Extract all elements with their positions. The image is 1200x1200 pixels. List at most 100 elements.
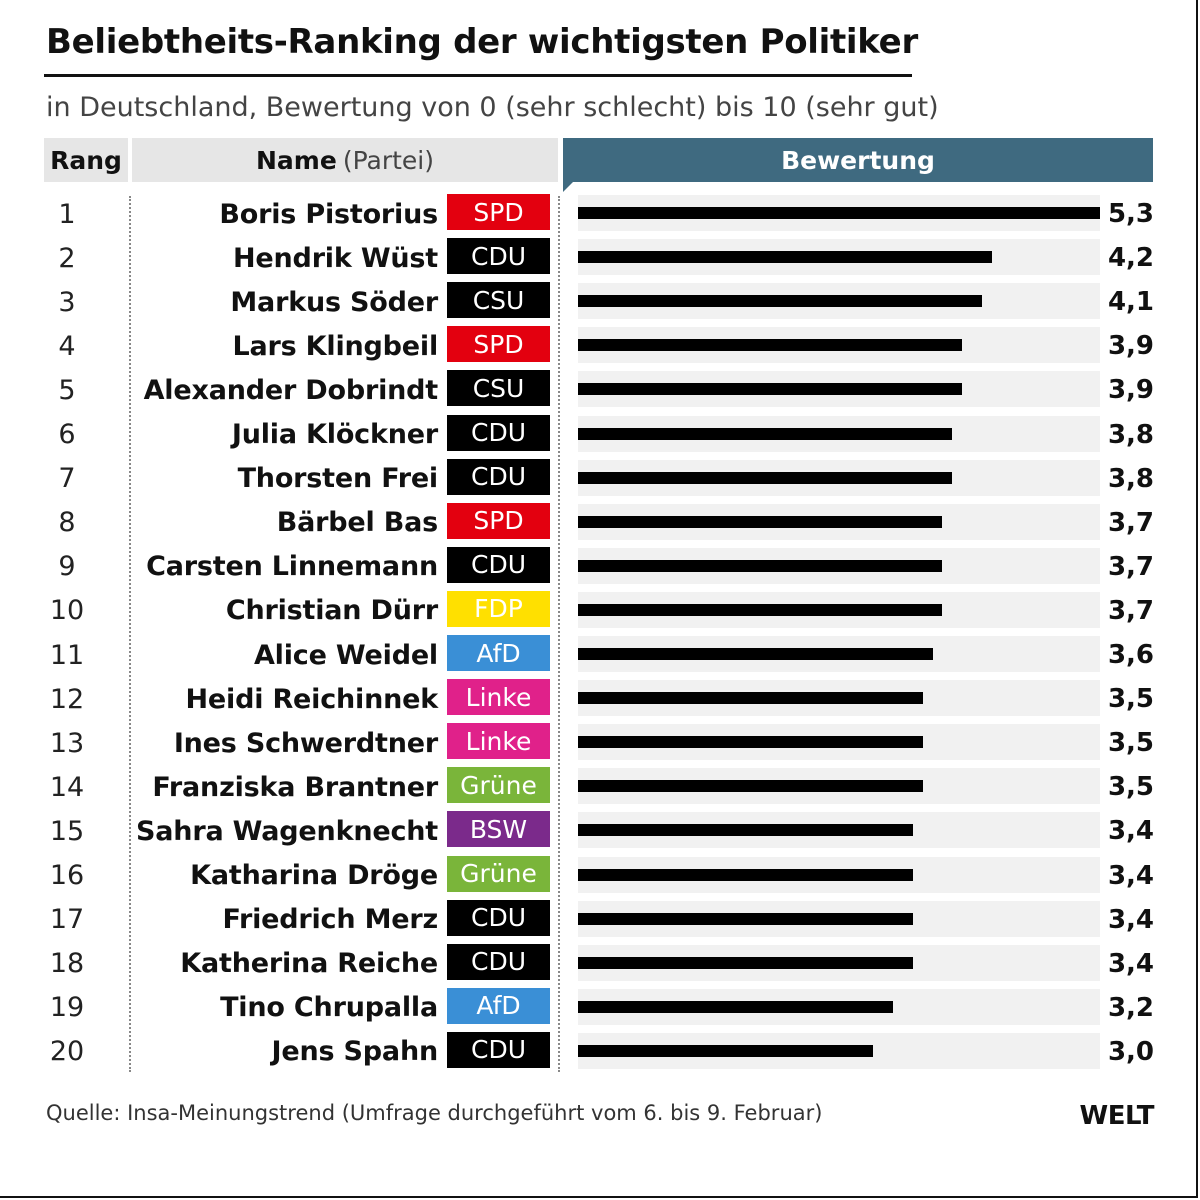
header-name-label: Name — [256, 145, 337, 175]
party-badge: CDU — [447, 943, 550, 980]
ranking-row: 13 Ines Schwerdtner Linke 3,5 — [0, 721, 1200, 765]
party-badge: CDU — [447, 414, 550, 451]
rating-value-label: 3,5 — [1107, 772, 1154, 803]
rating-bar — [578, 339, 962, 352]
ranking-row: 17 Friedrich Merz CDU 3,4 — [0, 898, 1200, 942]
rank-number: 12 — [49, 683, 85, 715]
rank-number: 1 — [58, 198, 76, 230]
politician-name: Lars Klingbeil — [232, 330, 438, 362]
rating-value-label: 3,4 — [1107, 860, 1154, 891]
politician-name: Hendrik Wüst — [233, 242, 438, 274]
ranking-row: 20 Jens Spahn CDU 3,0 — [0, 1030, 1200, 1074]
ranking-row: 19 Tino Chrupalla AfD 3,2 — [0, 986, 1200, 1030]
party-badge: SPD — [447, 194, 550, 230]
politician-name: Carsten Linnemann — [146, 551, 438, 583]
party-badge: CDU — [447, 546, 550, 583]
rating-value-label: 3,8 — [1107, 463, 1154, 494]
name-divider — [558, 196, 560, 1072]
ranking-row: 8 Bärbel Bas SPD 3,7 — [0, 501, 1200, 545]
party-badge: CSU — [447, 282, 550, 319]
rating-value-label: 3,6 — [1107, 640, 1154, 670]
party-badge: CDU — [447, 238, 550, 275]
rating-bar — [578, 471, 952, 484]
rating-value-label: 3,0 — [1107, 1036, 1154, 1067]
politician-name: Friedrich Merz — [222, 904, 438, 936]
party-badge: CSU — [447, 370, 550, 407]
rating-bar — [578, 824, 913, 837]
politician-name: Sahra Wagenknecht — [136, 815, 438, 847]
party-badge: AfD — [447, 987, 550, 1024]
rating-bar — [578, 912, 913, 925]
politician-name: Heidi Reichinnek — [185, 683, 439, 715]
rank-number: 20 — [49, 1036, 85, 1068]
source-note: Quelle: Insa-Meinungstrend (Umfrage durc… — [46, 1101, 823, 1125]
title-underline — [44, 74, 912, 77]
rating-bar — [578, 251, 992, 264]
party-badge: Linke — [447, 679, 550, 716]
header-rank: Rang — [44, 138, 128, 182]
politician-name: Alexander Dobrindt — [143, 374, 439, 406]
rating-value-label: 4,1 — [1107, 287, 1154, 318]
party-badge: SPD — [447, 326, 550, 363]
rating-value-label: 3,8 — [1107, 419, 1154, 450]
rating-value-label: 3,9 — [1107, 331, 1154, 362]
party-badge: CDU — [447, 1031, 550, 1068]
ranking-row: 3 Markus Söder CSU 4,1 — [0, 280, 1200, 324]
party-badge: CDU — [447, 458, 550, 495]
welt-logo: WELT — [1079, 1101, 1155, 1131]
rating-bar — [578, 956, 913, 969]
politician-name: Markus Söder — [230, 286, 438, 318]
party-badge: FDP — [447, 590, 550, 627]
ranking-row: 10 Christian Dürr FDP 3,7 — [0, 589, 1200, 633]
ranking-row: 4 Lars Klingbeil SPD 3,9 — [0, 324, 1200, 368]
politician-name: Jens Spahn — [271, 1036, 439, 1068]
rating-bar — [578, 207, 1100, 219]
ranking-row: 12 Heidi Reichinnek Linke 3,5 — [0, 677, 1200, 721]
politician-name: Tino Chrupalla — [220, 992, 438, 1024]
rating-value-label: 5,3 — [1107, 199, 1154, 229]
politician-name: Katharina Dröge — [190, 860, 438, 891]
rank-number: 3 — [58, 286, 76, 318]
party-badge: Linke — [447, 723, 550, 760]
ranking-row: 7 Thorsten Frei CDU 3,8 — [0, 457, 1200, 501]
rating-bar — [578, 692, 923, 705]
rank-number: 13 — [49, 727, 85, 759]
ranking-row: 5 Alexander Dobrindt CSU 3,9 — [0, 368, 1200, 412]
rank-number: 16 — [49, 860, 85, 891]
ranking-row: 11 Alice Weidel AfD 3,6 — [0, 633, 1200, 677]
rank-number: 18 — [49, 948, 85, 980]
rank-number: 5 — [58, 374, 76, 406]
rank-number: 19 — [49, 992, 85, 1024]
party-badge: SPD — [447, 502, 550, 539]
header-rating: Bewertung — [563, 138, 1153, 192]
politician-name: Thorsten Frei — [237, 463, 439, 495]
rating-bar — [578, 780, 923, 793]
rank-number: 15 — [49, 815, 85, 847]
rank-number: 8 — [58, 507, 76, 539]
rating-bar — [578, 559, 942, 572]
rank-number: 7 — [58, 463, 76, 495]
ranking-row: 16 Katharina Dröge Grüne 3,4 — [0, 854, 1200, 898]
header-party-label: (Partei) — [342, 145, 434, 175]
politician-name: Franziska Brantner — [152, 771, 438, 803]
politician-name: Alice Weidel — [253, 639, 438, 671]
rating-bar — [578, 736, 923, 749]
rating-value-label: 3,4 — [1107, 904, 1154, 935]
rank-number: 10 — [49, 595, 85, 627]
rating-bar — [578, 1044, 873, 1057]
ranking-row: 15 Sahra Wagenknecht BSW 3,4 — [0, 809, 1200, 853]
rating-value-label: 3,4 — [1107, 948, 1154, 979]
politician-name: Ines Schwerdtner — [173, 727, 438, 759]
header-name: Name (Partei) — [132, 138, 558, 182]
rating-bar — [578, 603, 942, 616]
politician-name: Julia Klöckner — [231, 419, 438, 450]
rating-value-label: 3,9 — [1107, 375, 1154, 406]
chart-title: Beliebtheits-Ranking der wichtigsten Pol… — [46, 22, 918, 62]
rank-number: 14 — [49, 771, 85, 803]
rating-value-label: 3,7 — [1107, 507, 1154, 538]
chart-subtitle: in Deutschland, Bewertung von 0 (sehr sc… — [46, 92, 939, 123]
rating-value-label: 3,5 — [1107, 728, 1154, 759]
rank-divider — [129, 196, 131, 1072]
rank-number: 6 — [58, 419, 76, 450]
